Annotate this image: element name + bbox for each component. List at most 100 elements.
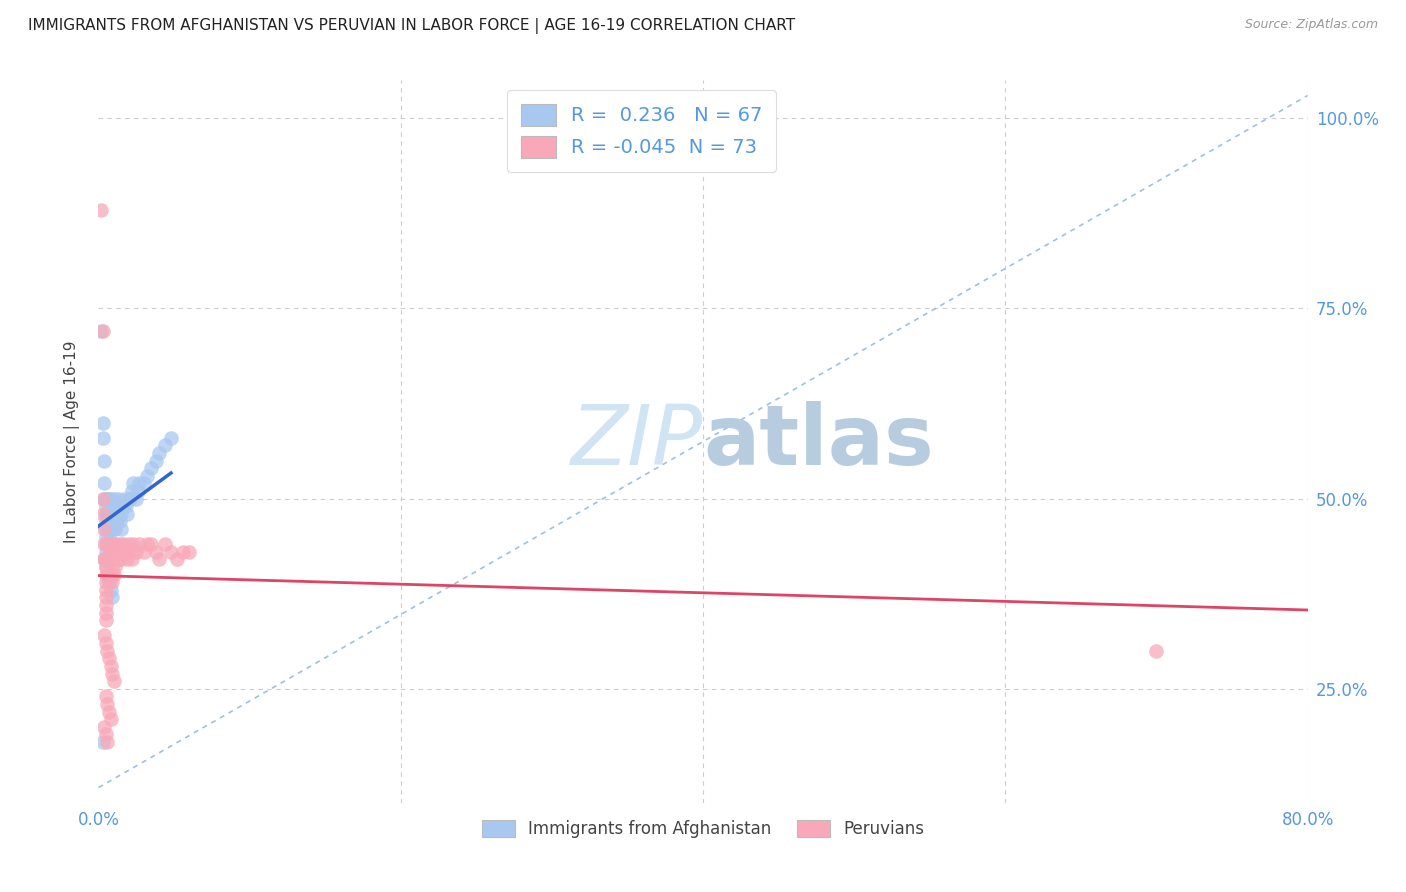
Point (90, 324, 112, 338)
Point (103, 552, 125, 566)
Point (94, 575, 117, 590)
Point (125, 491, 148, 506)
Point (101, 560, 124, 574)
Point (105, 515, 128, 529)
Point (100, 582, 122, 597)
Point (111, 499, 134, 513)
Point (100, 567, 122, 582)
Point (91, 507, 114, 521)
Point (172, 545, 194, 559)
Point (100, 537, 122, 551)
Point (108, 499, 131, 513)
Point (104, 522, 127, 536)
Point (94, 530, 117, 544)
Point (96, 735, 118, 749)
Point (103, 491, 125, 506)
Point (125, 545, 148, 559)
Point (103, 674, 125, 689)
Point (110, 507, 132, 521)
Point (98, 507, 121, 521)
Point (145, 545, 167, 559)
Point (94, 499, 117, 513)
Point (96, 537, 118, 551)
Point (104, 545, 127, 559)
Point (94, 727, 117, 741)
Point (94, 598, 117, 612)
Point (110, 552, 132, 566)
Point (93, 537, 115, 551)
Point (115, 552, 138, 566)
Point (96, 507, 118, 521)
Point (90, 202, 112, 217)
Point (93, 552, 115, 566)
Point (160, 545, 183, 559)
Point (98, 552, 121, 566)
Point (120, 491, 142, 506)
Point (96, 643, 118, 657)
Point (100, 522, 122, 536)
Legend: Immigrants from Afghanistan, Peruvians: Immigrants from Afghanistan, Peruvians (475, 814, 931, 845)
Point (94, 522, 117, 536)
Point (94, 591, 117, 605)
Point (94, 545, 117, 559)
Point (120, 545, 142, 559)
Point (103, 522, 125, 536)
Point (118, 491, 141, 506)
Point (114, 499, 136, 513)
Point (91, 491, 114, 506)
Point (128, 537, 150, 551)
Point (141, 461, 163, 475)
Point (101, 522, 124, 536)
Point (108, 515, 131, 529)
Point (94, 507, 117, 521)
Point (118, 537, 141, 551)
Point (101, 545, 124, 559)
Point (104, 507, 127, 521)
Point (93, 720, 115, 734)
Point (100, 537, 122, 551)
Point (166, 552, 188, 566)
Point (93, 522, 115, 536)
Point (101, 666, 124, 681)
Point (94, 560, 117, 574)
Point (114, 545, 136, 559)
Point (1144, 643, 1167, 657)
Point (112, 537, 135, 551)
Point (103, 537, 125, 551)
Point (94, 515, 117, 529)
Point (103, 567, 125, 582)
Point (105, 537, 128, 551)
Point (93, 491, 115, 506)
Point (91, 735, 114, 749)
Point (96, 697, 118, 711)
Text: ZIP: ZIP (571, 401, 703, 482)
Point (122, 476, 145, 491)
Point (94, 636, 117, 650)
Point (91, 431, 114, 445)
Point (96, 552, 118, 566)
Point (122, 537, 145, 551)
Y-axis label: In Labor Force | Age 16-19: In Labor Force | Age 16-19 (63, 340, 80, 543)
Point (132, 545, 155, 559)
Point (103, 507, 125, 521)
Point (94, 491, 117, 506)
Point (128, 476, 150, 491)
Point (115, 507, 138, 521)
Point (179, 545, 201, 559)
Point (98, 567, 121, 582)
Point (94, 552, 117, 566)
Point (94, 537, 117, 551)
Point (100, 507, 122, 521)
Point (100, 659, 122, 673)
Point (107, 545, 129, 559)
Point (112, 491, 135, 506)
Point (100, 712, 122, 726)
Point (160, 431, 183, 445)
Point (107, 507, 129, 521)
Point (96, 567, 118, 582)
Point (98, 491, 121, 506)
Point (148, 552, 170, 566)
Point (110, 522, 132, 536)
Point (94, 567, 117, 582)
Point (101, 575, 124, 590)
